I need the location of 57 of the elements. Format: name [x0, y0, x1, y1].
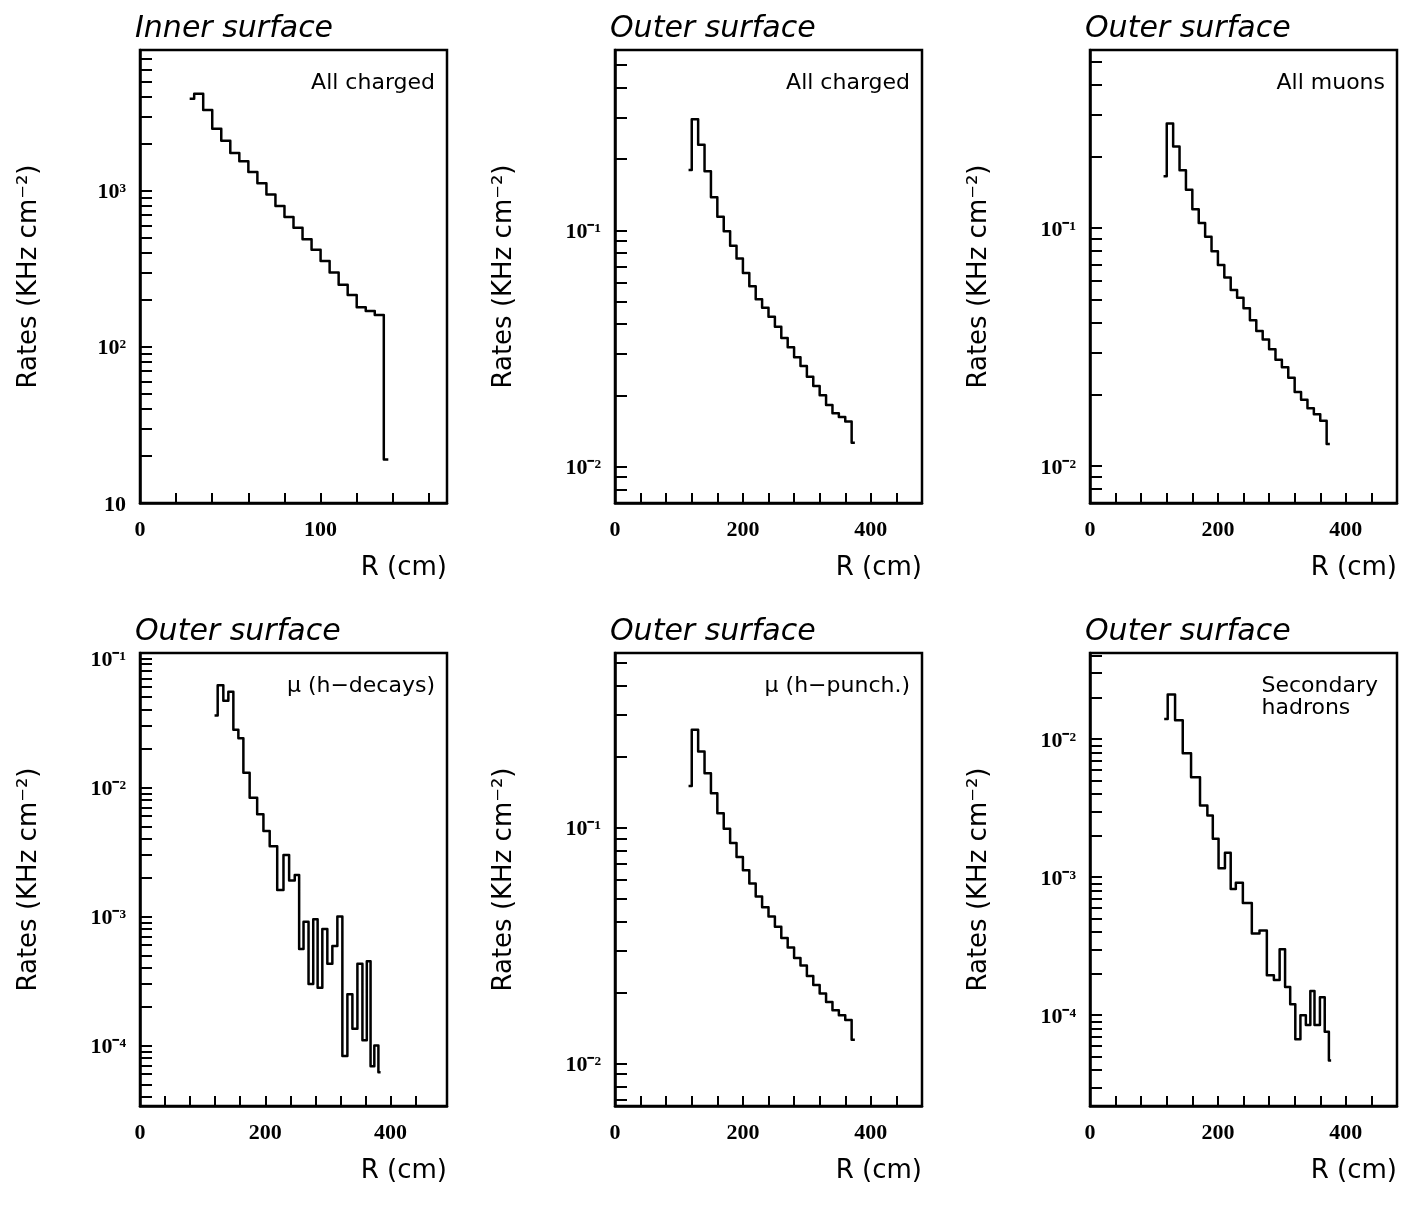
annotation: All charged	[786, 68, 911, 94]
y-tick-label: 10⁻²	[1040, 726, 1077, 752]
x-tick-label: 0	[1084, 515, 1096, 541]
x-tick-label: 0	[134, 1118, 146, 1144]
x-tick-label: 200	[726, 1118, 760, 1144]
x-tick-label: 400	[854, 515, 888, 541]
x-axis-title: R (cm)	[1310, 1154, 1397, 1184]
x-tick-label: 200	[1201, 515, 1235, 541]
y-tick-label: 10⁻¹	[565, 217, 601, 243]
annotation: μ (h−decays)	[286, 671, 435, 697]
y-axis-title: Rates (KHz cm⁻²)	[487, 767, 517, 992]
annotation: All charged	[311, 68, 436, 94]
x-axis-title: R (cm)	[835, 1154, 922, 1184]
x-tick-label: 0	[1084, 1118, 1096, 1144]
y-tick-label: 10⁻¹	[1040, 215, 1076, 241]
y-tick-label: 10⁻¹	[565, 815, 601, 841]
y-axis-title: Rates (KHz cm⁻²)	[487, 164, 517, 389]
x-axis-title: R (cm)	[835, 551, 922, 581]
y-tick-label: 10⁻³	[1040, 864, 1077, 890]
x-axis-title: R (cm)	[360, 551, 447, 581]
y-tick-label: 10⁻²	[1040, 453, 1077, 479]
x-axis-title: R (cm)	[1310, 551, 1397, 581]
y-tick-label: 10⁻⁴	[90, 1033, 127, 1059]
chart-title: Outer surface	[1085, 611, 1291, 647]
x-tick-label: 400	[374, 1118, 408, 1144]
y-axis-title: Rates (KHz cm⁻²)	[962, 767, 992, 992]
y-tick-label: 10²	[97, 334, 127, 360]
x-tick-label: 400	[854, 1118, 888, 1144]
chart-title: Inner surface	[135, 8, 334, 44]
y-tick-label: 10⁻⁴	[1040, 1002, 1077, 1028]
y-axis-title: Rates (KHz cm⁻²)	[12, 767, 42, 992]
chart-title: Outer surface	[610, 8, 816, 44]
y-axis-title: Rates (KHz cm⁻²)	[12, 164, 42, 389]
x-tick-label: 100	[304, 515, 338, 541]
y-tick-label: 10⁻¹	[90, 645, 126, 671]
x-tick-label: 200	[1201, 1118, 1235, 1144]
x-axis-title: R (cm)	[360, 1154, 447, 1184]
y-tick-label: 10⁻³	[90, 903, 127, 929]
x-tick-label: 0	[134, 515, 146, 541]
annotation: μ (h−punch.)	[764, 671, 910, 697]
chart-title: Outer surface	[135, 611, 341, 647]
x-tick-label: 200	[726, 515, 760, 541]
chart-title: Outer surface	[610, 611, 816, 647]
annotation: Secondary hadrons	[1261, 671, 1386, 719]
chart-title: Outer surface	[1085, 8, 1291, 44]
x-tick-label: 200	[248, 1118, 282, 1144]
x-tick-label: 400	[1329, 1118, 1363, 1144]
y-tick-label: 10	[104, 490, 126, 516]
x-tick-label: 0	[609, 515, 621, 541]
y-tick-label: 10⁻²	[565, 1050, 602, 1076]
y-tick-label: 10⁻²	[90, 774, 127, 800]
y-tick-label: 10⁻²	[565, 453, 602, 479]
x-tick-label: 400	[1329, 515, 1363, 541]
x-tick-label: 0	[609, 1118, 621, 1144]
annotation: All muons	[1276, 68, 1386, 94]
y-axis-title: Rates (KHz cm⁻²)	[962, 164, 992, 389]
y-tick-label: 10³	[97, 178, 127, 204]
